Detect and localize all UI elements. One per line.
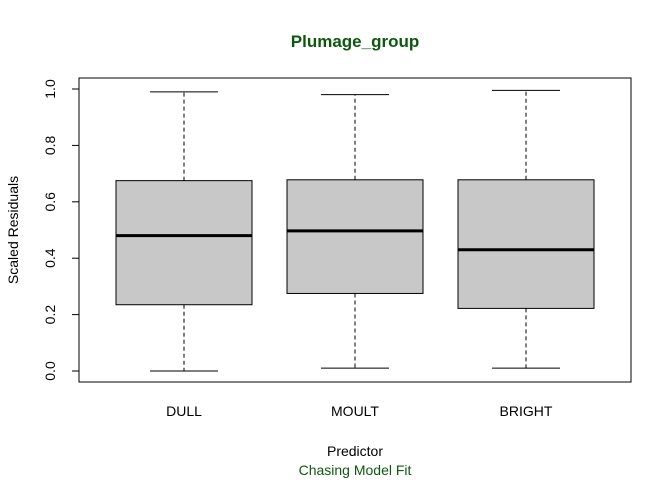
y-tick-label: 0.2 bbox=[42, 305, 58, 325]
y-tick-label: 1.0 bbox=[42, 79, 58, 99]
y-tick-label: 0.0 bbox=[42, 361, 58, 381]
y-tick-label: 0.6 bbox=[42, 192, 58, 212]
x-tick-label: MOULT bbox=[331, 403, 379, 419]
x-axis-label: Predictor bbox=[327, 443, 383, 459]
x-axis-labels: DULL MOULT BRIGHT bbox=[166, 403, 553, 419]
chart-subtitle: Chasing Model Fit bbox=[299, 462, 412, 478]
y-tick-label: 0.8 bbox=[42, 135, 58, 155]
iqr-box bbox=[457, 179, 595, 309]
box-bright bbox=[457, 89, 595, 369]
box-series bbox=[115, 89, 595, 372]
box-moult bbox=[286, 94, 424, 369]
iqr-box bbox=[115, 180, 253, 306]
iqr-box bbox=[286, 179, 424, 294]
x-tick-label: BRIGHT bbox=[500, 403, 553, 419]
y-axis-label: Scaled Residuals bbox=[5, 176, 21, 284]
y-axis: 0.0 0.2 0.4 0.6 0.8 1.0 bbox=[42, 79, 80, 381]
box-dull bbox=[115, 91, 253, 372]
y-tick-label: 0.4 bbox=[42, 248, 58, 268]
x-tick-label: DULL bbox=[166, 403, 202, 419]
chart-title: Plumage_group bbox=[291, 32, 419, 51]
